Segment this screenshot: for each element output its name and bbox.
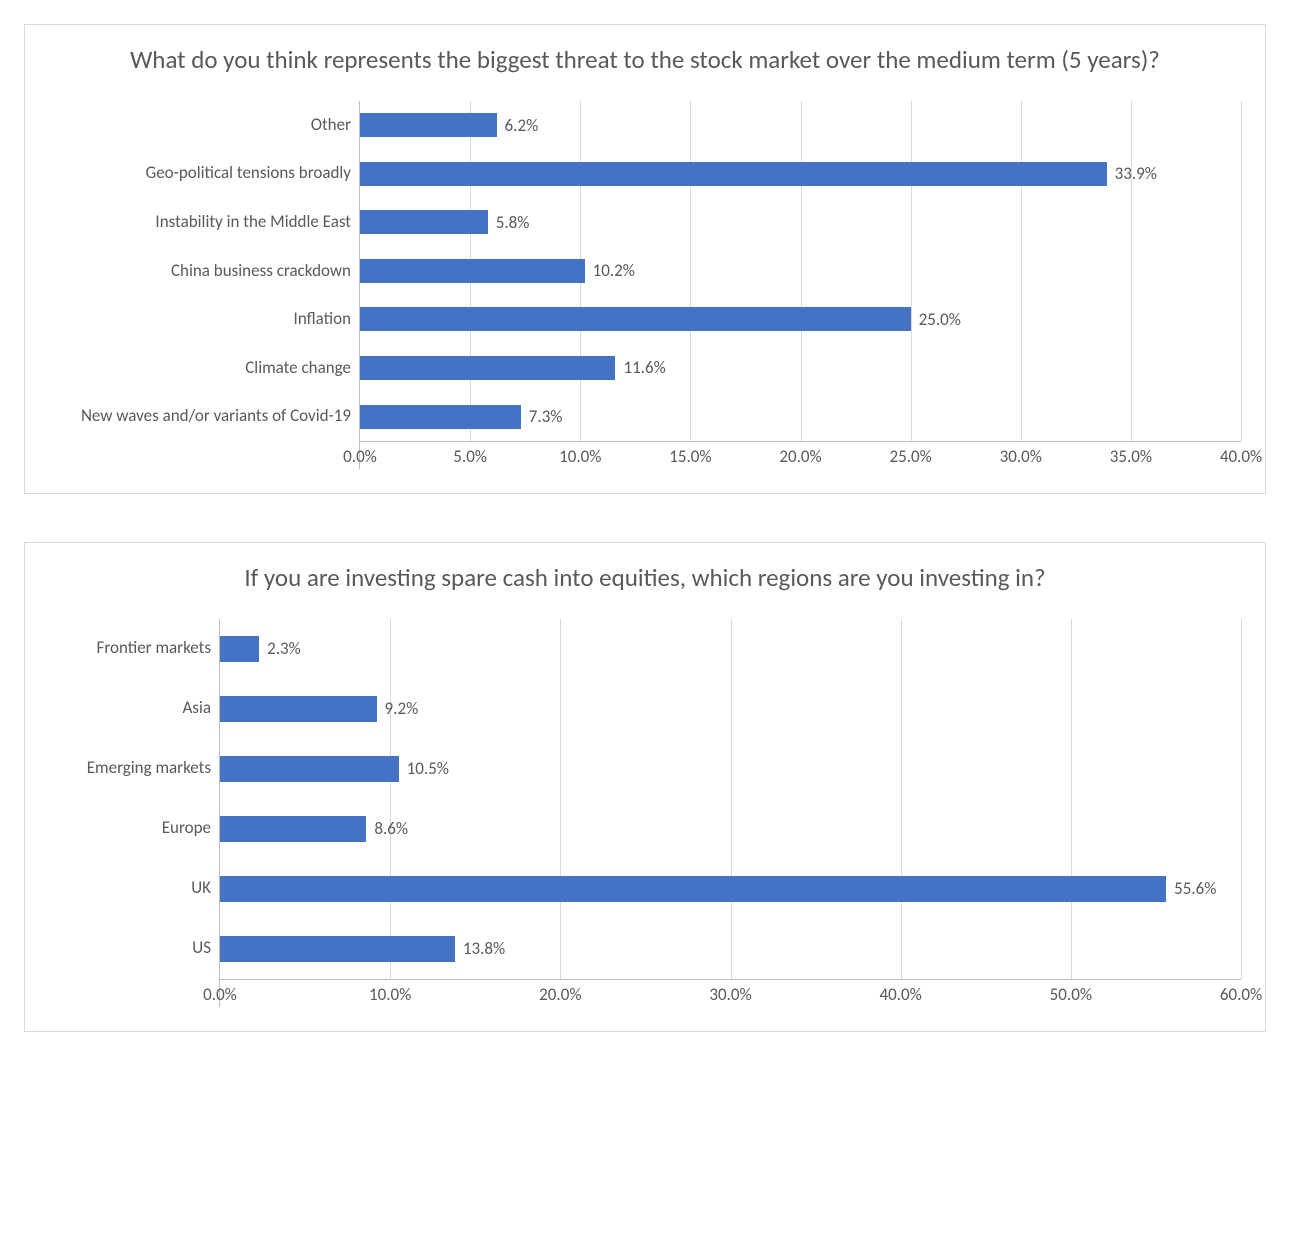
bars-container: 6.2% 33.9% 5.8% 10.2% 25.0% 11.6% 7.3% (360, 101, 1241, 441)
category-label: Instability in the Middle East (49, 212, 351, 232)
gridline (1241, 619, 1242, 979)
y-axis-labels: Other Geo-political tensions broadly Insta… (49, 101, 359, 441)
category-label: Asia (49, 698, 211, 718)
plot-area: 2.3%9.2%10.5%8.6%55.6%13.8% 0.0%10.0%20.… (219, 619, 1241, 1007)
bar (220, 756, 399, 782)
x-tick-label: 5.0% (453, 446, 487, 467)
bar-row: 25.0% (360, 295, 1241, 344)
category-label: US (49, 938, 211, 958)
x-axis: 0.0%10.0%20.0%30.0%40.0%50.0%60.0% (220, 979, 1241, 1007)
category-label: New waves and/or variants of Covid-19 (49, 406, 351, 426)
x-tick-label: 10.0% (369, 984, 411, 1005)
bar (220, 696, 377, 722)
category-label: Geo-political tensions broadly (49, 163, 351, 183)
chart-panel-regions: If you are investing spare cash into equ… (24, 542, 1266, 1032)
bar-value-label: 5.8% (488, 212, 530, 233)
x-axis: 0.0%5.0%10.0%15.0%20.0%25.0%30.0%35.0%40… (360, 441, 1241, 469)
bar (360, 356, 615, 380)
axis-box: 6.2%33.9%5.8%10.2%25.0%11.6%7.3% 0.0%5.0… (359, 101, 1241, 469)
bar-value-label: 10.2% (585, 260, 635, 281)
category-label: Inflation (49, 309, 351, 329)
bar-value-label: 33.9% (1107, 163, 1157, 184)
bar-value-label: 55.6% (1166, 878, 1216, 899)
bar-row: 10.5% (220, 739, 1241, 799)
bar-row: 9.2% (220, 679, 1241, 739)
bar-row: 7.3% (360, 392, 1241, 441)
x-tick-label: 60.0% (1220, 984, 1262, 1005)
bar (360, 210, 488, 234)
bar (360, 113, 497, 137)
bar-value-label: 10.5% (399, 758, 449, 779)
category-label: Frontier markets (49, 638, 211, 658)
bar-value-label: 9.2% (377, 698, 419, 719)
bar-value-label: 2.3% (259, 638, 301, 659)
bar-value-label: 25.0% (911, 309, 961, 330)
bar-row: 55.6% (220, 859, 1241, 919)
x-tick-label: 30.0% (1000, 446, 1042, 467)
bars-container: 2.3% 9.2% 10.5% 8.6% 55.6% 13.8% (220, 619, 1241, 979)
category-label: Climate change (49, 358, 351, 378)
chart-body: Frontier markets Asia Emerging markets Euro… (49, 619, 1241, 1007)
category-label: China business crackdown (49, 261, 351, 281)
chart-title: If you are investing spare cash into equ… (109, 561, 1182, 595)
bar-row: 6.2% (360, 101, 1241, 150)
category-label: Emerging markets (49, 758, 211, 778)
bar-row: 5.8% (360, 198, 1241, 247)
axis-box: 2.3%9.2%10.5%8.6%55.6%13.8% 0.0%10.0%20.… (219, 619, 1241, 1007)
category-label: Europe (49, 818, 211, 838)
bar-value-label: 8.6% (366, 818, 408, 839)
x-tick-label: 0.0% (203, 984, 237, 1005)
bar-row: 8.6% (220, 799, 1241, 859)
x-tick-label: 20.0% (779, 446, 821, 467)
bar (360, 259, 585, 283)
bar-row: 2.3% (220, 619, 1241, 679)
bar-value-label: 6.2% (497, 115, 539, 136)
x-tick-label: 30.0% (709, 984, 751, 1005)
x-tick-label: 25.0% (889, 446, 931, 467)
gridline (1241, 101, 1242, 441)
bar (220, 636, 259, 662)
chart-title: What do you think represents the biggest… (109, 43, 1182, 77)
x-tick-label: 40.0% (1220, 446, 1262, 467)
bar (220, 816, 366, 842)
x-tick-label: 50.0% (1050, 984, 1092, 1005)
plot: 2.3% 9.2% 10.5% 8.6% 55.6% 13.8% (220, 619, 1241, 979)
bar (220, 936, 455, 962)
chart-panel-threats: What do you think represents the biggest… (24, 24, 1266, 494)
bar-row: 33.9% (360, 149, 1241, 198)
bar (360, 405, 521, 429)
bar-row: 10.2% (360, 246, 1241, 295)
bar-row: 11.6% (360, 344, 1241, 393)
bar (360, 162, 1107, 186)
x-tick-label: 35.0% (1110, 446, 1152, 467)
chart-body: Other Geo-political tensions broadly Insta… (49, 101, 1241, 469)
plot: 6.2% 33.9% 5.8% 10.2% 25.0% 11.6% 7.3% (360, 101, 1241, 441)
x-tick-label: 15.0% (669, 446, 711, 467)
category-label: Other (49, 115, 351, 135)
x-tick-label: 10.0% (559, 446, 601, 467)
bar-row: 13.8% (220, 919, 1241, 979)
plot-area: 6.2%33.9%5.8%10.2%25.0%11.6%7.3% 0.0%5.0… (359, 101, 1241, 469)
bar-value-label: 11.6% (615, 357, 665, 378)
bar-value-label: 7.3% (521, 406, 563, 427)
bar (220, 876, 1166, 902)
x-tick-label: 20.0% (539, 984, 581, 1005)
category-label: UK (49, 878, 211, 898)
x-tick-label: 40.0% (880, 984, 922, 1005)
bar (360, 307, 911, 331)
x-tick-label: 0.0% (343, 446, 377, 467)
bar-value-label: 13.8% (455, 938, 505, 959)
y-axis-labels: Frontier markets Asia Emerging markets Euro… (49, 619, 219, 979)
